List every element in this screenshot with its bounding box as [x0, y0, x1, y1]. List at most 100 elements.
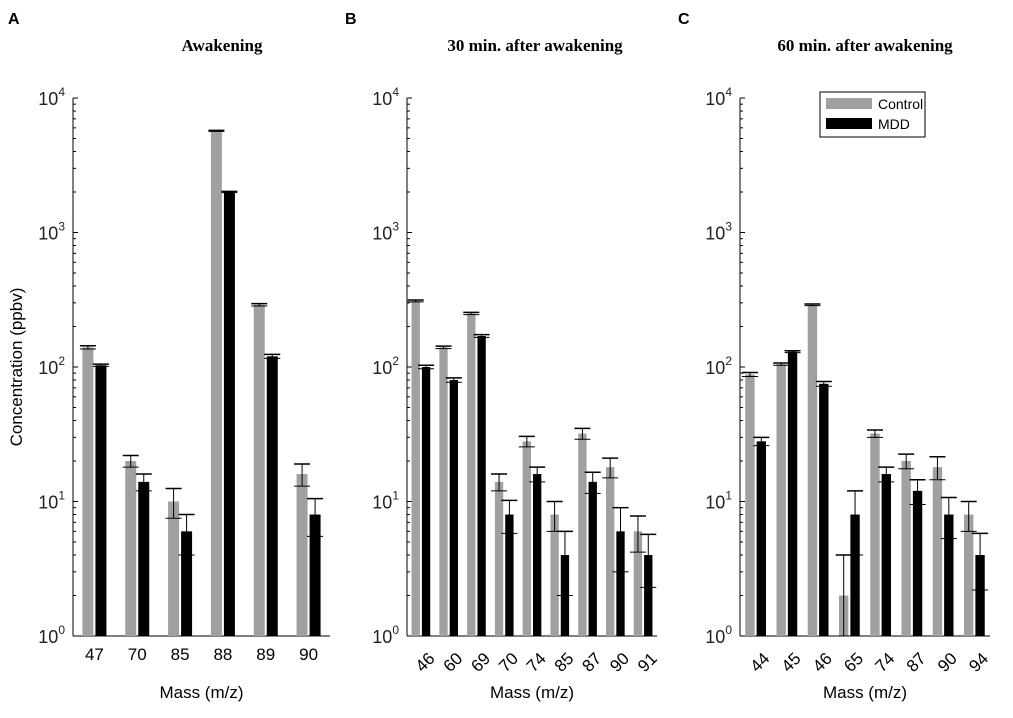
y-tick-exponent: 4: [58, 85, 65, 99]
x-axis-label: Mass (m/z): [159, 683, 243, 702]
bar-control: [870, 433, 880, 636]
y-tick-exponent: 2: [58, 354, 65, 368]
bar-control: [932, 467, 943, 636]
bar-control: [606, 467, 615, 636]
x-tick-label: 87: [579, 649, 606, 676]
y-tick-exponent: 2: [725, 354, 732, 368]
y-tick-exponent: 3: [58, 220, 65, 234]
y-tick-label: 101: [705, 489, 732, 513]
bar-mdd: [819, 383, 829, 636]
bar-control: [578, 433, 587, 636]
y-tick-label: 102: [705, 354, 732, 378]
bar-mdd: [975, 555, 985, 636]
bar-mdd: [223, 192, 235, 636]
y-tick-label: 103: [705, 220, 732, 244]
panel-c: C60 min. after awakening100101102103104M…: [678, 11, 992, 702]
bar-control: [964, 514, 974, 636]
bar-mdd: [644, 555, 653, 636]
panel-title: 30 min. after awakening: [447, 36, 623, 55]
y-tick-exponent: 2: [392, 354, 399, 368]
legend: Control MDD: [819, 91, 926, 138]
y-tick-label: 103: [38, 220, 65, 244]
bar-mdd: [787, 351, 798, 636]
legend-swatch-control: [826, 98, 872, 109]
x-axis-label: Mass (m/z): [823, 683, 907, 702]
x-tick-label: 60: [440, 649, 467, 676]
bar-control: [550, 514, 559, 636]
y-tick-label: 104: [38, 85, 65, 109]
x-tick-label: 46: [809, 649, 836, 676]
y-tick-exponent: 1: [725, 489, 732, 503]
x-tick-label: 69: [467, 649, 494, 676]
x-tick-label: 85: [551, 649, 578, 676]
y-tick-exponent: 4: [725, 85, 732, 99]
bar-mdd: [756, 441, 766, 636]
x-axis-label: Mass (m/z): [490, 683, 574, 702]
bar-control: [522, 441, 531, 636]
legend-swatch-mdd: [826, 118, 872, 129]
bar-control: [901, 461, 911, 636]
bar-mdd: [449, 380, 458, 636]
x-tick-label: 88: [213, 645, 232, 664]
y-tick-label: 100: [705, 623, 732, 647]
bar-mdd: [588, 481, 597, 636]
panel-letter: C: [678, 11, 690, 28]
bar-control: [125, 461, 137, 636]
y-tick-label: 100: [372, 623, 399, 647]
x-tick-label: 90: [606, 649, 633, 676]
bar-control: [776, 364, 786, 636]
bar-mdd: [477, 336, 486, 636]
y-tick-label: 102: [372, 354, 399, 378]
bar-mdd: [881, 474, 891, 636]
x-tick-label: 89: [256, 645, 275, 664]
y-tick-exponent: 3: [725, 220, 732, 234]
legend-label: Control: [878, 96, 923, 112]
bar-mdd: [421, 367, 431, 636]
bar-mdd: [912, 490, 923, 636]
bar-mdd: [533, 474, 542, 636]
bar-mdd: [616, 531, 625, 636]
y-tick-exponent: 0: [392, 623, 399, 637]
y-tick-label: 101: [38, 489, 65, 513]
legend-label: MDD: [878, 116, 910, 132]
panel-title: Awakening: [182, 36, 263, 55]
y-tick-exponent: 0: [58, 623, 65, 637]
x-tick-label: 74: [872, 649, 899, 676]
x-tick-label: 94: [965, 649, 992, 676]
y-tick-exponent: 4: [392, 85, 399, 99]
x-tick-label: 74: [523, 649, 550, 676]
y-tick-exponent: 0: [725, 623, 732, 637]
y-tick-label: 101: [372, 489, 399, 513]
x-tick-label: 87: [903, 649, 930, 676]
bar-control: [210, 130, 222, 636]
panel-letter: B: [345, 11, 357, 28]
y-axis-label: Concentration (ppbv): [7, 288, 26, 447]
bar-control: [296, 474, 308, 636]
bar-mdd: [181, 531, 193, 636]
y-tick-exponent: 3: [392, 220, 399, 234]
bar-control: [745, 374, 755, 636]
x-tick-label: 47: [85, 645, 104, 664]
x-tick-label: 65: [840, 649, 867, 676]
y-tick-label: 104: [372, 85, 399, 109]
bar-mdd: [95, 365, 107, 636]
x-tick-label: 45: [778, 649, 805, 676]
bar-control: [494, 481, 504, 636]
bar-control: [168, 501, 180, 636]
bar-control: [253, 304, 265, 636]
bar-control: [411, 300, 420, 636]
bar-mdd: [309, 514, 321, 636]
y-tick-label: 104: [705, 85, 732, 109]
bar-control: [467, 313, 476, 636]
bar-mdd: [138, 481, 150, 636]
x-tick-label: 90: [299, 645, 318, 664]
panel-title: 60 min. after awakening: [777, 36, 953, 55]
x-tick-label: 91: [634, 649, 661, 676]
y-tick-label: 103: [372, 220, 399, 244]
bar-control: [82, 347, 94, 636]
x-tick-label: 70: [128, 645, 147, 664]
bar-control: [439, 347, 448, 636]
x-tick-label: 85: [171, 645, 190, 664]
